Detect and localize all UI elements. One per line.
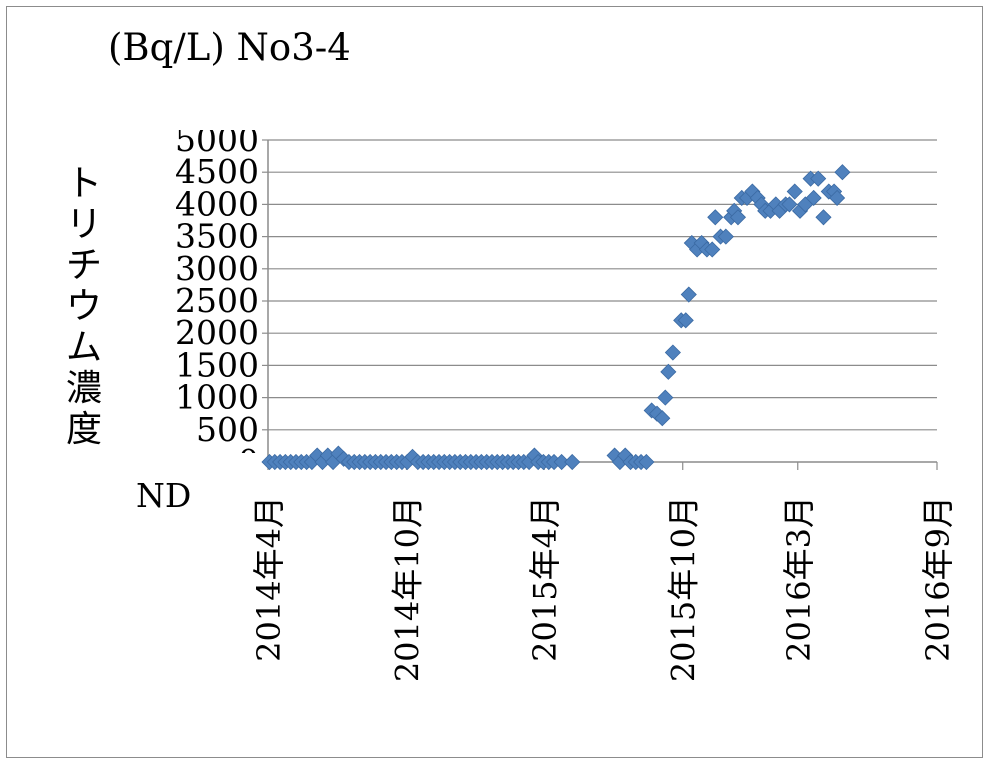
y-axis-label-char: 度 <box>65 409 102 450</box>
y-axis-label-char: チ <box>65 245 102 286</box>
data-point <box>810 170 827 187</box>
chart-frame <box>6 6 983 758</box>
y-tick-label: 4000 <box>175 184 259 223</box>
x-tick-label: 2015年10月 <box>665 496 703 682</box>
y-tick-label: 3000 <box>175 249 259 288</box>
y-axis-label-char: ウ <box>65 286 102 327</box>
data-point <box>680 286 697 303</box>
y-tick-label: 5000 <box>175 120 259 159</box>
y-axis-label-char: リ <box>65 204 102 245</box>
y-axis-label-char: ト <box>65 163 102 204</box>
data-point <box>834 164 851 181</box>
data-point <box>815 209 832 226</box>
y-axis-label-char: ム <box>65 327 102 368</box>
data-point <box>657 389 674 406</box>
x-tick-label: 2014年10月 <box>388 496 426 682</box>
data-point <box>654 410 671 427</box>
data-point <box>707 209 724 226</box>
y-axis-label-char: 濃 <box>65 368 102 409</box>
gridlines <box>268 139 937 431</box>
y-tick-label: 2500 <box>175 281 259 320</box>
y-tick-label: 2000 <box>175 313 259 352</box>
x-tick-label: 2015年4月 <box>526 496 564 662</box>
y-tick-label: 1000 <box>175 378 259 417</box>
x-tick-labels: 2014年4月 2014年10月 2015年4月 2015年10月 2016年3月 201… <box>250 496 957 682</box>
data-point <box>677 312 694 329</box>
y-tick-label: 500 <box>196 410 259 449</box>
data-point <box>660 363 677 380</box>
chart-title: (Bq/L) No3-4 <box>108 26 351 69</box>
x-tick-label: 2014年4月 <box>250 496 288 662</box>
data-point <box>704 241 721 258</box>
x-tick-label: 2016年3月 <box>780 496 818 662</box>
data-point <box>717 228 734 245</box>
data-point <box>781 196 798 213</box>
y-axis-label: トリチウム濃度 <box>62 163 106 450</box>
data-point <box>664 344 681 361</box>
y-zero-label: ND <box>136 476 192 515</box>
data-point <box>729 209 747 226</box>
data-point <box>638 453 655 471</box>
data-points <box>261 164 851 471</box>
y-tick-label: 4500 <box>175 152 259 191</box>
data-point <box>553 453 570 471</box>
y-tick-label: 0 <box>238 442 259 481</box>
data-point <box>786 183 803 200</box>
data-point <box>805 189 822 207</box>
data-point <box>564 453 581 471</box>
x-tick-label: 2016年9月 <box>919 496 957 662</box>
y-tick-label: 1500 <box>175 345 259 384</box>
y-tick-label: 3500 <box>175 217 259 256</box>
data-point <box>829 189 846 207</box>
